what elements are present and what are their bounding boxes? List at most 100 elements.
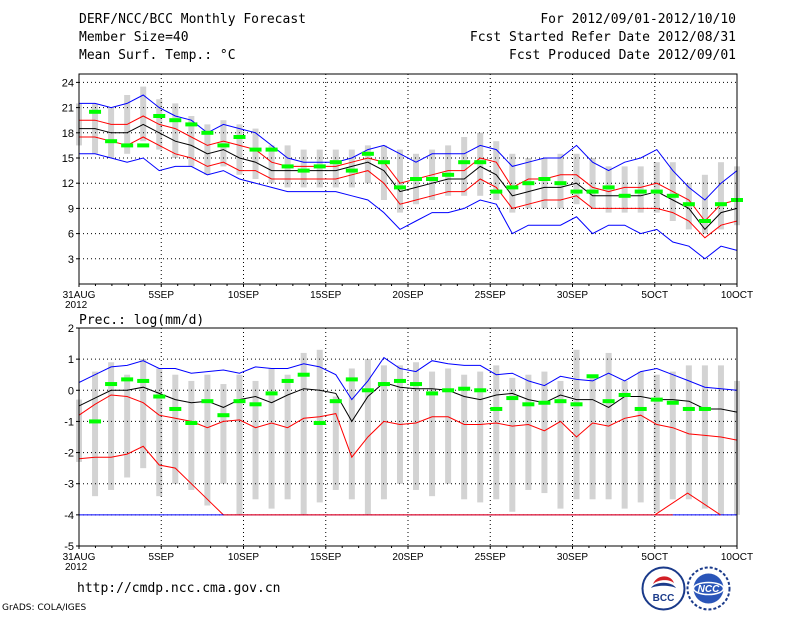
temp-ensemble-box bbox=[541, 158, 548, 209]
temp-ensemble-box bbox=[717, 162, 724, 230]
temp-member-bar bbox=[490, 189, 503, 194]
prec-member-bar bbox=[538, 400, 551, 405]
prec-member-bar bbox=[634, 406, 647, 411]
prec-ensemble-box bbox=[332, 396, 339, 490]
prec-ensemble-box bbox=[509, 377, 516, 512]
temp-ensemble-box bbox=[493, 141, 500, 200]
prec-ensemble-box bbox=[300, 352, 307, 515]
prec-member-bar bbox=[650, 397, 663, 402]
temp-inner-lower-line bbox=[79, 136, 738, 239]
temp-member-bar bbox=[714, 202, 727, 207]
temp-ensemble-box bbox=[188, 116, 195, 167]
prec-member-bar bbox=[393, 378, 406, 383]
prec-y-tick-label: -3 bbox=[64, 479, 74, 491]
prec-member-bar bbox=[233, 399, 246, 404]
prec-member-bar bbox=[281, 378, 294, 383]
prec-outer-upper-line bbox=[78, 356, 738, 401]
temp-ensemble-box bbox=[653, 162, 660, 213]
prec-ensemble-box bbox=[637, 371, 644, 503]
temp-ensemble-box bbox=[348, 149, 355, 188]
bcc-logo-icon: BCC bbox=[641, 566, 686, 611]
prec-member-bar bbox=[458, 386, 471, 391]
prec-member-bar bbox=[249, 402, 262, 407]
source-url[interactable]: http://cmdp.ncc.cma.gov.cn bbox=[77, 581, 281, 596]
prec-ensemble-box bbox=[461, 374, 468, 500]
prec-member-bar bbox=[137, 378, 150, 383]
temp-member-bar bbox=[265, 147, 278, 152]
temp-member-bar bbox=[393, 185, 406, 190]
temp-y-tick-label: 24 bbox=[62, 77, 74, 89]
prec-y-tick-label: -1 bbox=[64, 416, 74, 428]
prec-ensemble-box bbox=[204, 374, 211, 506]
prec-member-bar bbox=[169, 406, 182, 411]
temp-member-bar bbox=[137, 143, 150, 148]
temp-member-bar bbox=[570, 189, 583, 194]
prec-ensemble-box bbox=[124, 374, 131, 478]
temp-member-bar bbox=[121, 143, 134, 148]
prec-ensemble-box bbox=[685, 365, 692, 500]
prec-ensemble-box bbox=[172, 374, 179, 484]
prec-ensemble-box bbox=[316, 349, 323, 503]
temp-ensemble-box bbox=[364, 145, 371, 184]
prec-ensemble-box bbox=[525, 374, 532, 490]
temp-y-tick-label: 6 bbox=[68, 229, 74, 241]
temp-x-tick-label: 30SEP bbox=[557, 290, 588, 301]
temp-ensemble-box bbox=[172, 103, 179, 158]
member-size-label: Member Size=40 bbox=[79, 30, 189, 45]
prec-y-tick-label: -5 bbox=[64, 541, 74, 553]
temp-ensemble-box bbox=[316, 149, 323, 188]
temp-ensemble-box bbox=[300, 149, 307, 188]
temp-member-bar bbox=[618, 193, 631, 198]
temp-ensemble-box bbox=[573, 153, 580, 205]
forecast-produced-date: Fcst Produced Date 2012/09/01 bbox=[509, 48, 736, 63]
prec-x-tick-label: 15SEP bbox=[310, 552, 341, 563]
prec-member-bar bbox=[265, 391, 278, 396]
prec-member-bar bbox=[490, 406, 503, 411]
temp-ensemble-box bbox=[605, 166, 612, 213]
temp-x-tick-label: 31AUG bbox=[63, 290, 96, 301]
prec-ensemble-box bbox=[92, 371, 99, 497]
temp-member-bar bbox=[89, 109, 102, 114]
temp-inner-upper-line bbox=[79, 115, 738, 222]
prec-member-bar bbox=[185, 420, 198, 425]
prec-member-bar bbox=[426, 391, 439, 396]
temp-member-bar bbox=[201, 130, 214, 135]
prec-ensemble-box bbox=[188, 380, 195, 490]
prec-x-tick-label: 20SEP bbox=[392, 552, 423, 563]
temp-ensemble-box bbox=[236, 124, 243, 175]
temp-x-year-label: 2012 bbox=[65, 300, 88, 311]
prec-member-bar bbox=[522, 402, 535, 407]
temp-ensemble-box bbox=[477, 132, 484, 196]
prec-y-tick-label: 2 bbox=[68, 323, 74, 335]
temp-plot-frame bbox=[78, 73, 738, 285]
svg-text:NCC: NCC bbox=[698, 584, 720, 595]
prec-member-bar bbox=[666, 400, 679, 405]
temp-x-tick-label: 5SEP bbox=[148, 290, 174, 301]
temp-y-tick-label: 9 bbox=[68, 203, 74, 215]
temp-member-bar bbox=[217, 143, 230, 148]
temp-member-bar bbox=[682, 202, 695, 207]
prec-y-tick-label: -2 bbox=[64, 448, 74, 460]
forecast-start-date: Fcst Started Refer Date 2012/08/31 bbox=[469, 30, 736, 45]
prec-member-bar bbox=[313, 420, 326, 425]
prec-inner-lower-line bbox=[78, 394, 738, 459]
prec-member-bar bbox=[329, 399, 342, 404]
temp-member-bar bbox=[586, 189, 599, 194]
prec-ensemble-box bbox=[108, 362, 115, 490]
prec-member-bar bbox=[410, 382, 423, 387]
temp-member-bar bbox=[506, 185, 519, 190]
prec-member-bar bbox=[345, 377, 358, 382]
prec-ensemble-box bbox=[669, 371, 676, 500]
prec-member-bar bbox=[586, 374, 599, 379]
temp-member-bar bbox=[345, 168, 358, 173]
temp-member-bar bbox=[474, 160, 487, 165]
prec-x-tick-label: 25SEP bbox=[475, 552, 506, 563]
temp-ensemble-box bbox=[220, 120, 227, 167]
temp-member-bar bbox=[153, 114, 166, 118]
prec-x-tick-label: 5SEP bbox=[148, 552, 174, 563]
temp-member-bar bbox=[650, 189, 663, 194]
temp-member-bar bbox=[281, 164, 294, 169]
prec-member-bar bbox=[297, 372, 310, 377]
temp-member-bar bbox=[522, 181, 535, 186]
temp-ensemble-box bbox=[701, 174, 708, 234]
